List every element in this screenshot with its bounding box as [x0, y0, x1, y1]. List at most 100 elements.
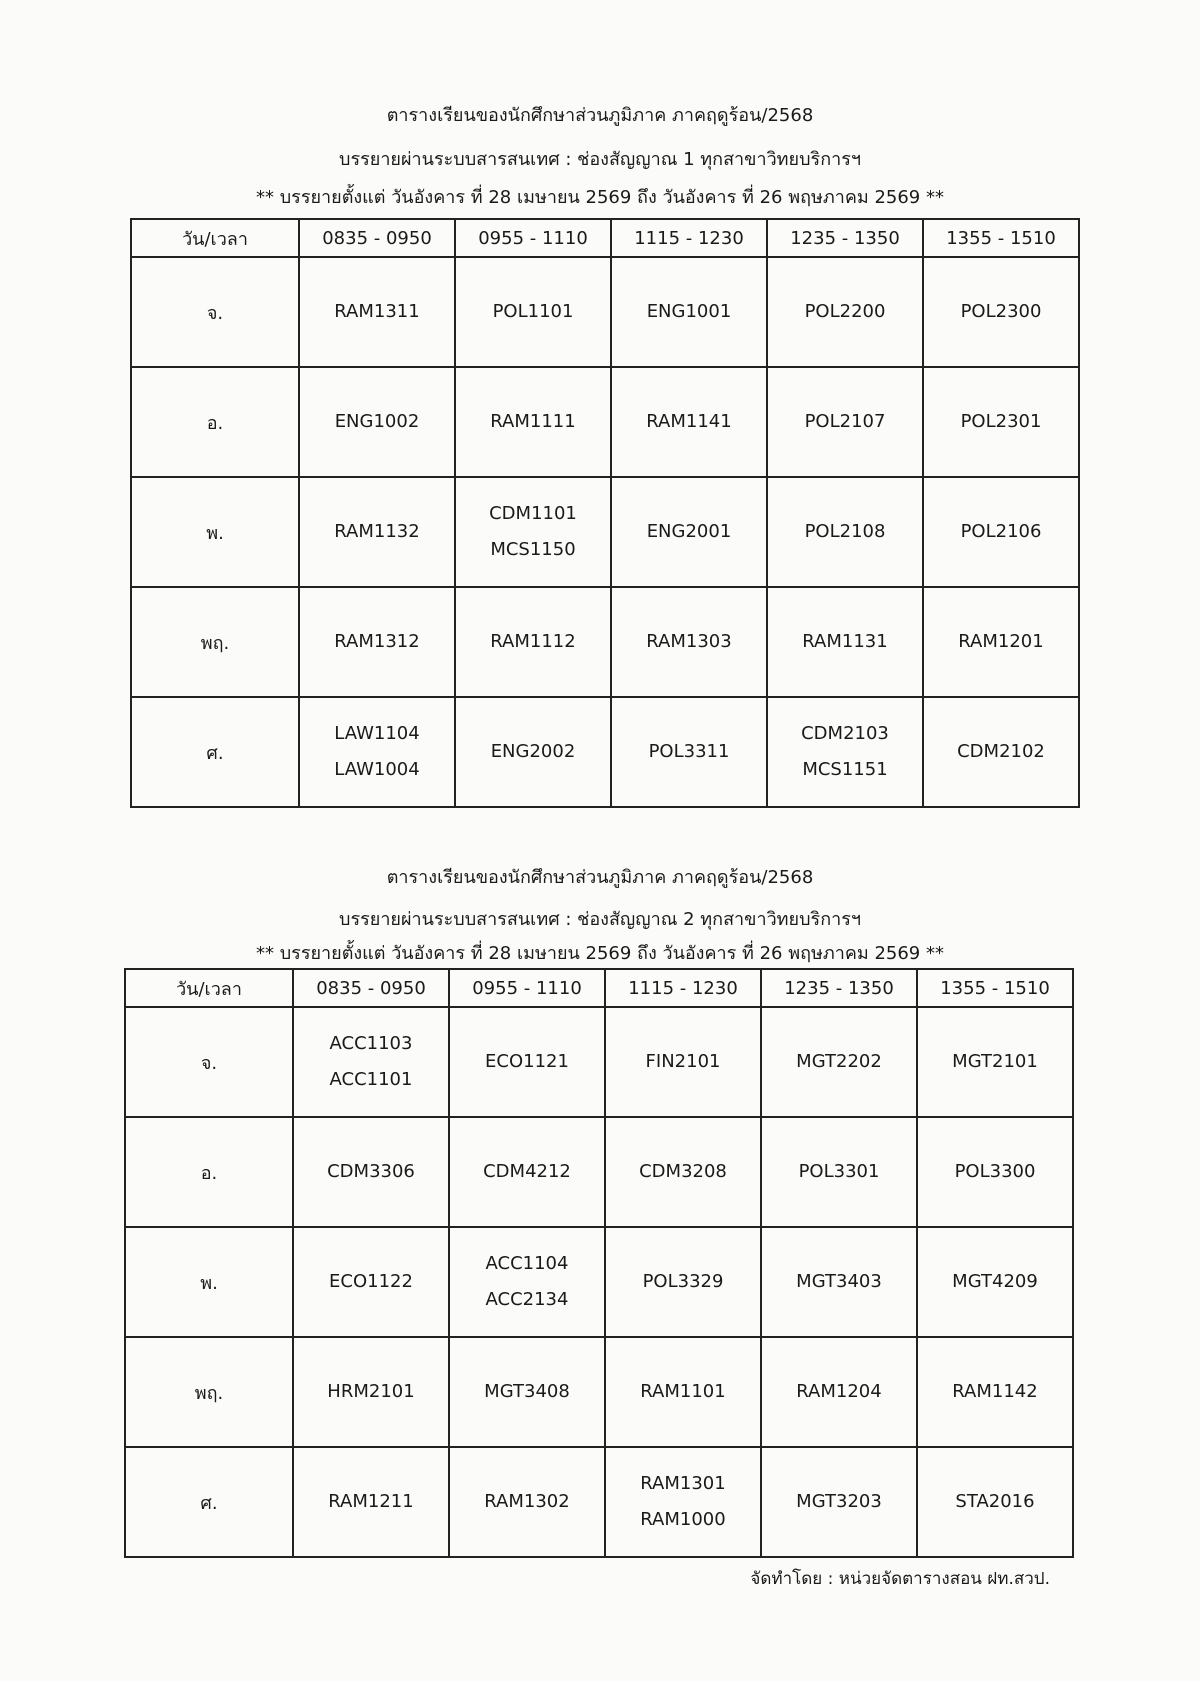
- course-cell: LAW1104 LAW1004: [298, 696, 456, 808]
- day-cell: อ.: [130, 366, 300, 478]
- course-cell: ENG2001: [610, 476, 768, 588]
- column-header: 1115 - 1230: [610, 218, 768, 258]
- course-cell: ACC1104 ACC2134: [448, 1226, 606, 1338]
- schedule-1-title: ตารางเรียนของนักศึกษาส่วนภูมิภาค ภาคฤดูร…: [386, 105, 814, 126]
- course-code: RAM1204: [796, 1381, 882, 1402]
- course-cell: CDM4212: [448, 1116, 606, 1228]
- course-code: RAM1201: [958, 631, 1044, 652]
- course-code: MCS1151: [802, 759, 888, 780]
- course-cell: RAM1132: [298, 476, 456, 588]
- course-cell: ACC1103 ACC1101: [292, 1006, 450, 1118]
- course-cell: POL2300: [922, 256, 1080, 368]
- course-code: ACC1101: [329, 1069, 413, 1090]
- day-cell: จ.: [130, 256, 300, 368]
- course-cell: ECO1121: [448, 1006, 606, 1118]
- course-cell: RAM1141: [610, 366, 768, 478]
- course-code: CDM2103: [801, 723, 889, 744]
- day-cell: ศ.: [124, 1446, 294, 1558]
- course-cell: RAM1142: [916, 1336, 1074, 1448]
- course-code: POL2200: [804, 301, 886, 322]
- course-code: RAM1142: [952, 1381, 1038, 1402]
- course-cell: POL2301: [922, 366, 1080, 478]
- course-cell: RAM1131: [766, 586, 924, 698]
- course-cell: POL2200: [766, 256, 924, 368]
- column-header: วัน/เวลา: [124, 968, 294, 1008]
- course-code: ECO1121: [485, 1051, 569, 1072]
- course-cell: RAM1201: [922, 586, 1080, 698]
- header-row: วัน/เวลา 0835 - 0950 0955 - 1110 1115 - 123…: [130, 218, 1080, 258]
- course-cell: RAM1302: [448, 1446, 606, 1558]
- course-code: POL2108: [804, 521, 886, 542]
- course-code: ACC1104: [485, 1253, 569, 1274]
- table-row: ศ. RAM1211 RAM1302 RAM1301 RAM1000 MGT3203 STA…: [124, 1446, 1074, 1558]
- day-cell: พฤ.: [124, 1336, 294, 1448]
- course-cell: POL2107: [766, 366, 924, 478]
- course-cell: POL3301: [760, 1116, 918, 1228]
- course-code: CDM3306: [327, 1161, 415, 1182]
- table-row: พ. RAM1132 CDM1101 MCS1150 ENG2001 POL2108 POL…: [130, 476, 1080, 588]
- course-code: POL2300: [960, 301, 1042, 322]
- course-cell: ENG1002: [298, 366, 456, 478]
- course-cell: POL2106: [922, 476, 1080, 588]
- course-code: POL3300: [954, 1161, 1036, 1182]
- course-code: POL2106: [960, 521, 1042, 542]
- course-code: ENG2001: [646, 521, 732, 542]
- table-row: พฤ. RAM1312 RAM1112 RAM1303 RAM1131 RAM1201: [130, 586, 1080, 698]
- course-code: RAM1131: [802, 631, 888, 652]
- schedule-2-dates: ** บรรยายตั้งแต่ วันอังคาร ที่ 28 เมษายน…: [256, 943, 944, 964]
- course-cell: RAM1211: [292, 1446, 450, 1558]
- table-row: จ. RAM1311 POL1101 ENG1001 POL2200 POL2300: [130, 256, 1080, 368]
- course-cell: RAM1312: [298, 586, 456, 698]
- course-cell: MGT3403: [760, 1226, 918, 1338]
- course-cell: RAM1111: [454, 366, 612, 478]
- course-code: RAM1132: [334, 521, 420, 542]
- course-code: RAM1312: [334, 631, 420, 652]
- column-header: 1355 - 1510: [916, 968, 1074, 1008]
- course-code: CDM3208: [639, 1161, 727, 1182]
- course-code: RAM1211: [328, 1491, 414, 1512]
- course-code: MGT3403: [796, 1271, 882, 1292]
- column-header: 1235 - 1350: [760, 968, 918, 1008]
- column-header: 0835 - 0950: [298, 218, 456, 258]
- schedule-1-dates: ** บรรยายตั้งแต่ วันอังคาร ที่ 28 เมษายน…: [256, 187, 944, 208]
- course-code: MGT4209: [952, 1271, 1038, 1292]
- column-header: 0955 - 1110: [454, 218, 612, 258]
- table-row: พฤ. HRM2101 MGT3408 RAM1101 RAM1204 RAM1142: [124, 1336, 1074, 1448]
- course-code: ACC2134: [485, 1289, 569, 1310]
- day-cell: อ.: [124, 1116, 294, 1228]
- course-code: POL1101: [492, 301, 574, 322]
- course-code: HRM2101: [327, 1381, 415, 1402]
- course-cell: RAM1311: [298, 256, 456, 368]
- column-header: 1115 - 1230: [604, 968, 762, 1008]
- course-code: RAM1303: [646, 631, 732, 652]
- course-code: CDM2102: [957, 741, 1045, 762]
- course-cell: MGT3203: [760, 1446, 918, 1558]
- course-cell: RAM1303: [610, 586, 768, 698]
- day-cell: พ.: [124, 1226, 294, 1338]
- table-row: ศ. LAW1104 LAW1004 ENG2002 POL3311 CDM2103 MCS…: [130, 696, 1080, 808]
- table-row: จ. ACC1103 ACC1101 ECO1121 FIN2101 MGT2202 MGT…: [124, 1006, 1074, 1118]
- course-cell: POL3300: [916, 1116, 1074, 1228]
- table-row: พ. ECO1122 ACC1104 ACC2134 POL3329 MGT3403 MGT…: [124, 1226, 1074, 1338]
- course-cell: CDM3306: [292, 1116, 450, 1228]
- course-cell: FIN2101: [604, 1006, 762, 1118]
- course-code: RAM1311: [334, 301, 420, 322]
- schedule-table-2: วัน/เวลา 0835 - 0950 0955 - 1110 1115 - 123…: [124, 968, 1074, 1558]
- column-header: 0955 - 1110: [448, 968, 606, 1008]
- course-code: MGT2101: [952, 1051, 1038, 1072]
- course-cell: CDM3208: [604, 1116, 762, 1228]
- course-code: FIN2101: [645, 1051, 721, 1072]
- course-code: RAM1302: [484, 1491, 570, 1512]
- course-cell: MGT2202: [760, 1006, 918, 1118]
- course-cell: RAM1112: [454, 586, 612, 698]
- course-code: CDM4212: [483, 1161, 571, 1182]
- course-code: ENG1002: [334, 411, 420, 432]
- course-cell: MGT2101: [916, 1006, 1074, 1118]
- table-row: อ. ENG1002 RAM1111 RAM1141 POL2107 POL2301: [130, 366, 1080, 478]
- course-code: POL2301: [960, 411, 1042, 432]
- column-header: 1355 - 1510: [922, 218, 1080, 258]
- course-cell: RAM1301 RAM1000: [604, 1446, 762, 1558]
- course-code: ECO1122: [329, 1271, 413, 1292]
- course-code: RAM1000: [640, 1509, 726, 1530]
- course-cell: CDM1101 MCS1150: [454, 476, 612, 588]
